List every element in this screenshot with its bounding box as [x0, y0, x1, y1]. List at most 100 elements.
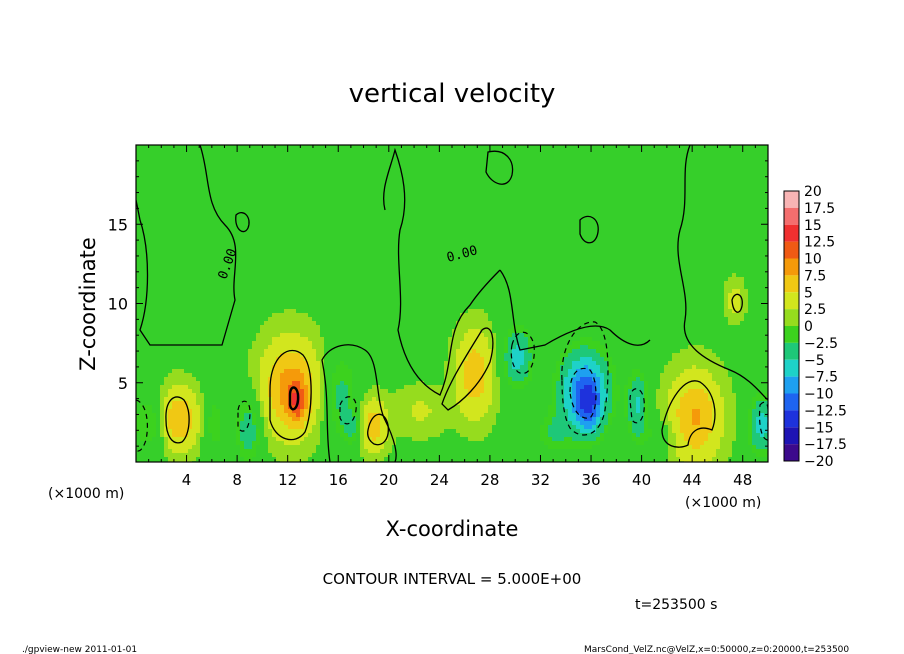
field-cell: [316, 437, 320, 441]
field-cell: [268, 437, 272, 441]
field-cell: [340, 429, 344, 433]
field-cell: [680, 453, 684, 457]
field-cell: [764, 417, 768, 421]
field-cell: [144, 425, 148, 429]
field-cell: [732, 393, 736, 397]
field-cell: [256, 337, 260, 341]
field-cell: [636, 393, 640, 397]
field-cell: [308, 337, 312, 341]
field-cell: [276, 401, 280, 405]
field-cell: [692, 389, 696, 393]
field-cell: [292, 393, 296, 397]
field-cell: [272, 417, 276, 421]
field-cell: [424, 413, 428, 417]
field-cell: [448, 405, 452, 409]
field-cell: [572, 345, 576, 349]
field-cell: [440, 429, 444, 433]
field-cell: [708, 445, 712, 449]
field-cell: [492, 413, 496, 417]
field-cell: [544, 425, 548, 429]
field-cell: [576, 361, 580, 365]
field-cell: [696, 393, 700, 397]
field-cell: [268, 345, 272, 349]
field-cell: [672, 401, 676, 405]
field-cell: [184, 393, 188, 397]
field-cell: [512, 373, 516, 377]
field-cell: [732, 273, 736, 277]
field-cell: [568, 405, 572, 409]
field-cell: [636, 421, 640, 425]
field-cell: [548, 425, 552, 429]
field-cell: [396, 401, 400, 405]
field-cell: [568, 417, 572, 421]
field-cell: [688, 385, 692, 389]
field-cell: [260, 333, 264, 337]
field-cell: [288, 385, 292, 389]
field-cell: [400, 409, 404, 413]
field-cell: [252, 357, 256, 361]
field-cell: [612, 385, 616, 389]
field-cell: [416, 409, 420, 413]
field-cell: [372, 445, 376, 449]
field-cell: [188, 393, 192, 397]
field-cell: [400, 433, 404, 437]
field-cell: [292, 389, 296, 393]
field-cell: [728, 405, 732, 409]
field-cell: [240, 413, 244, 417]
field-cell: [736, 321, 740, 325]
field-cell: [732, 293, 736, 297]
field-cell: [668, 361, 672, 365]
field-cell: [140, 417, 144, 421]
field-cell: [360, 417, 364, 421]
field-cell: [212, 413, 216, 417]
field-cell: [672, 361, 676, 365]
field-cell: [300, 377, 304, 381]
field-cell: [256, 341, 260, 345]
field-cell: [512, 361, 516, 365]
field-cell: [568, 437, 572, 441]
field-cell: [312, 425, 316, 429]
field-cell: [196, 381, 200, 385]
field-cell: [464, 433, 468, 437]
field-cell: [736, 281, 740, 285]
field-cell: [540, 429, 544, 433]
field-cell: [584, 409, 588, 413]
field-cell: [700, 457, 704, 461]
field-cell: [560, 417, 564, 421]
field-cell: [656, 405, 660, 409]
field-cell: [460, 405, 464, 409]
field-cell: [176, 413, 180, 417]
field-cell: [244, 437, 248, 441]
field-cell: [640, 413, 644, 417]
field-cell: [672, 393, 676, 397]
field-cell: [316, 349, 320, 353]
field-cell: [308, 389, 312, 393]
field-cell: [560, 409, 564, 413]
field-cell: [684, 409, 688, 413]
field-cell: [456, 337, 460, 341]
field-cell: [708, 413, 712, 417]
field-cell: [392, 433, 396, 437]
field-cell: [592, 369, 596, 373]
field-cell: [340, 393, 344, 397]
field-cell: [288, 365, 292, 369]
field-cell: [276, 313, 280, 317]
field-cell: [668, 381, 672, 385]
field-cell: [680, 361, 684, 365]
field-cell: [704, 413, 708, 417]
field-cell: [292, 409, 296, 413]
field-cell: [712, 417, 716, 421]
field-cell: [372, 417, 376, 421]
field-cell: [184, 445, 188, 449]
field-cell: [164, 389, 168, 393]
field-cell: [480, 433, 484, 437]
field-cell: [664, 401, 668, 405]
field-cell: [604, 357, 608, 361]
field-cell: [304, 437, 308, 441]
field-cell: [572, 349, 576, 353]
field-cell: [660, 389, 664, 393]
field-cell: [416, 421, 420, 425]
field-cell: [748, 429, 752, 433]
field-cell: [180, 401, 184, 405]
field-cell: [192, 445, 196, 449]
